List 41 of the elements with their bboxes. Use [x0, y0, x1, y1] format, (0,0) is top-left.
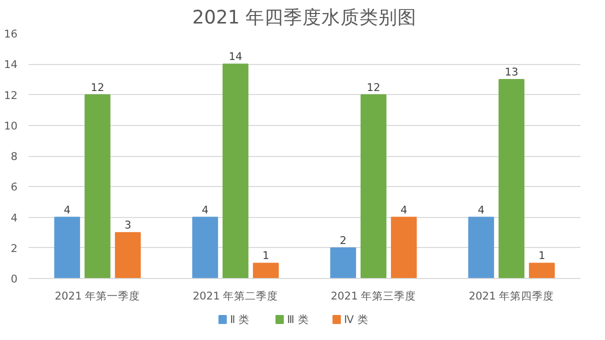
- bar: [330, 247, 356, 278]
- legend-label: Ⅱ 类: [230, 313, 250, 326]
- bar: [54, 216, 80, 278]
- x-tick-label: 2021 年第四季度: [468, 290, 554, 302]
- data-label: 13: [504, 65, 518, 78]
- bar: [360, 94, 386, 278]
- chart-title: 2021 年四季度水质类别图: [192, 6, 417, 28]
- data-label: 3: [124, 218, 132, 232]
- y-tick-label: 14: [4, 58, 18, 72]
- x-tick-label: 2021 年第三季度: [330, 290, 416, 302]
- y-tick-label: 4: [10, 211, 18, 224]
- x-tick-label: 2021 年第一季度: [54, 290, 140, 302]
- bar: [498, 78, 524, 278]
- bar: [528, 262, 555, 278]
- bar: [468, 216, 494, 278]
- y-tick-label: 6: [10, 180, 18, 194]
- x-tick-label: 2021 年第二季度: [192, 290, 278, 302]
- bar: [222, 64, 248, 278]
- data-label: 1: [538, 249, 546, 262]
- legend-label: Ⅳ 类: [344, 313, 368, 326]
- y-tick-label: 8: [10, 150, 18, 163]
- y-tick-label: 10: [4, 119, 18, 132]
- data-label: 1: [262, 249, 270, 262]
- bar: [390, 216, 417, 278]
- y-tick-label: 12: [4, 88, 18, 102]
- bar: [252, 262, 279, 278]
- data-label: 4: [64, 203, 71, 216]
- data-label: 12: [90, 80, 104, 94]
- data-label: 4: [202, 203, 209, 216]
- data-label: 14: [228, 50, 242, 64]
- data-label: 2: [340, 234, 347, 247]
- y-tick-label: 0: [10, 272, 18, 286]
- bar: [114, 232, 141, 278]
- data-label: 12: [366, 80, 380, 94]
- data-label: 4: [478, 203, 485, 216]
- y-tick-label: 16: [4, 28, 18, 40]
- data-label: 4: [400, 203, 408, 216]
- bar: [84, 94, 110, 278]
- y-tick-label: 2: [10, 242, 18, 255]
- bar: [192, 216, 218, 278]
- legend-label: Ⅲ 类: [287, 313, 309, 326]
